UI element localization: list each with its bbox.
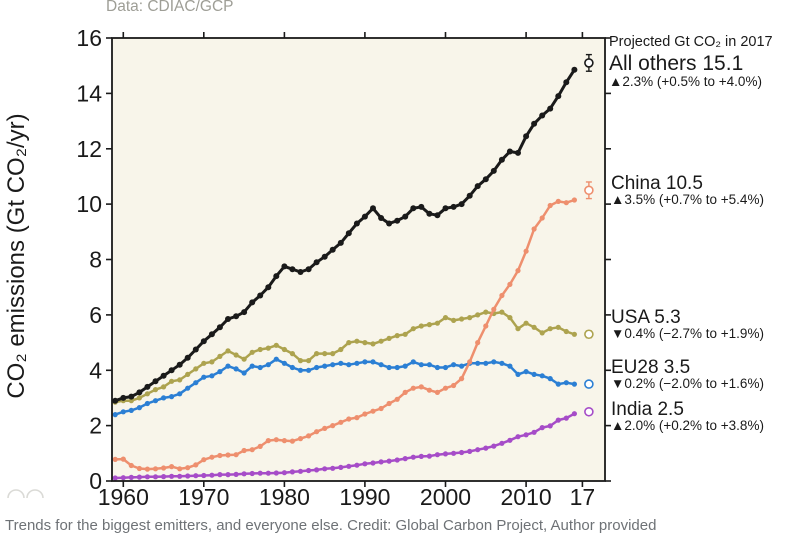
- annotation-india: India 2.5 ▲2.0% (+0.2% to +3.8%): [611, 399, 764, 433]
- y-tick-label: 14: [76, 80, 102, 106]
- annotation-eu28-change: ▼0.2% (−2.0% to +1.6%): [611, 376, 764, 391]
- data-source-note: Data: CDIAC/GCP: [106, 0, 233, 15]
- x-tick-label: 2010: [501, 484, 552, 510]
- x-tick-label: 2000: [420, 484, 471, 510]
- series-dots-china: [112, 197, 578, 472]
- projection-marker-eu28: [584, 379, 594, 389]
- projection-marker-all-others: [584, 53, 594, 72]
- series-china: [112, 197, 578, 472]
- annotation-header: Projected Gt CO₂ in 2017: [609, 34, 773, 50]
- annotation-usa-label: USA 5.3: [611, 307, 681, 328]
- y-tick-label: 6: [89, 302, 102, 328]
- annotation-china: China 10.5 ▲3.5% (+0.7% to +5.4%): [611, 173, 764, 207]
- series-line-all-others: [114, 68, 576, 403]
- x-tick-label: 1970: [178, 484, 229, 510]
- series-dots-all-others: [112, 66, 578, 404]
- projection-markers-layer: [584, 53, 594, 417]
- series-line-usa: [114, 310, 575, 404]
- annotation-china-change: ▲3.5% (+0.7% to +5.4%): [611, 192, 764, 207]
- annotation-usa: USA 5.3 ▼0.4% (−2.7% to +1.9%): [611, 307, 764, 341]
- cropped-circle-icon: [7, 489, 25, 499]
- y-tick-label: 0: [89, 468, 102, 494]
- x-tick-label: 1980: [259, 484, 310, 510]
- series-eu28: [112, 356, 578, 418]
- tick-marks: [106, 32, 611, 487]
- series-dots-india: [112, 411, 578, 481]
- projection-marker-china: [584, 181, 594, 200]
- y-tick-label: 12: [76, 136, 102, 162]
- series-line-china: [115, 198, 575, 471]
- annotation-eu28-label: EU28 3.5: [611, 357, 690, 378]
- x-tick-label: 1960: [98, 484, 149, 510]
- emissions-figure: 0 2 4 6 8 10 12 14 16 1960 1970 1980 1990 2000 2010 17 …: [3, 0, 773, 510]
- annotation-usa-change: ▼0.4% (−2.7% to +1.9%): [611, 326, 764, 341]
- annotation-india-change: ▲2.0% (+0.2% to +3.8%): [611, 418, 764, 433]
- y-tick-label: 10: [76, 191, 102, 217]
- projection-marker-india: [584, 406, 594, 417]
- cropped-circle-icons: [7, 489, 44, 499]
- series-line-india: [115, 412, 575, 480]
- series-india: [112, 411, 578, 481]
- chart-generated-layer: 0 2 4 6 8 10 12 14 16 1960 1970 1980 1990 2000 2010 17: [76, 25, 611, 510]
- figure-caption: Trends for the biggest emitters, and eve…: [5, 517, 657, 534]
- annotation-all-others: Projected Gt CO₂ in 2017 All others 15.1…: [609, 34, 773, 89]
- series-line-eu28: [114, 357, 575, 416]
- annotation-all-others-change: ▲2.3% (+0.5% to +4.0%): [609, 74, 762, 89]
- annotation-india-label: India 2.5: [611, 399, 684, 420]
- y-tick-label: 2: [89, 413, 102, 439]
- annotation-all-others-label: All others 15.1: [609, 52, 743, 75]
- series-dots-eu28: [112, 356, 578, 418]
- y-axis-label: CO₂ emissions (Gt CO₂/yr): [3, 113, 30, 398]
- tick-labels: 0 2 4 6 8 10 12 14 16 1960 1970 1980 1990 2000 2010 17: [76, 25, 595, 510]
- annotation-china-label: China 10.5: [611, 173, 703, 194]
- x-tick-label: 17: [570, 484, 596, 510]
- plot-area: [112, 38, 605, 481]
- annotation-eu28: EU28 3.5 ▼0.2% (−2.0% to +1.6%): [611, 357, 764, 391]
- y-tick-label: 8: [89, 247, 102, 273]
- y-tick-label: 4: [89, 357, 102, 383]
- series-all-others: [112, 66, 578, 404]
- projection-marker-usa: [584, 329, 594, 340]
- y-tick-label: 16: [76, 25, 102, 51]
- x-tick-label: 1990: [339, 484, 390, 510]
- cropped-circle-icon: [26, 489, 44, 499]
